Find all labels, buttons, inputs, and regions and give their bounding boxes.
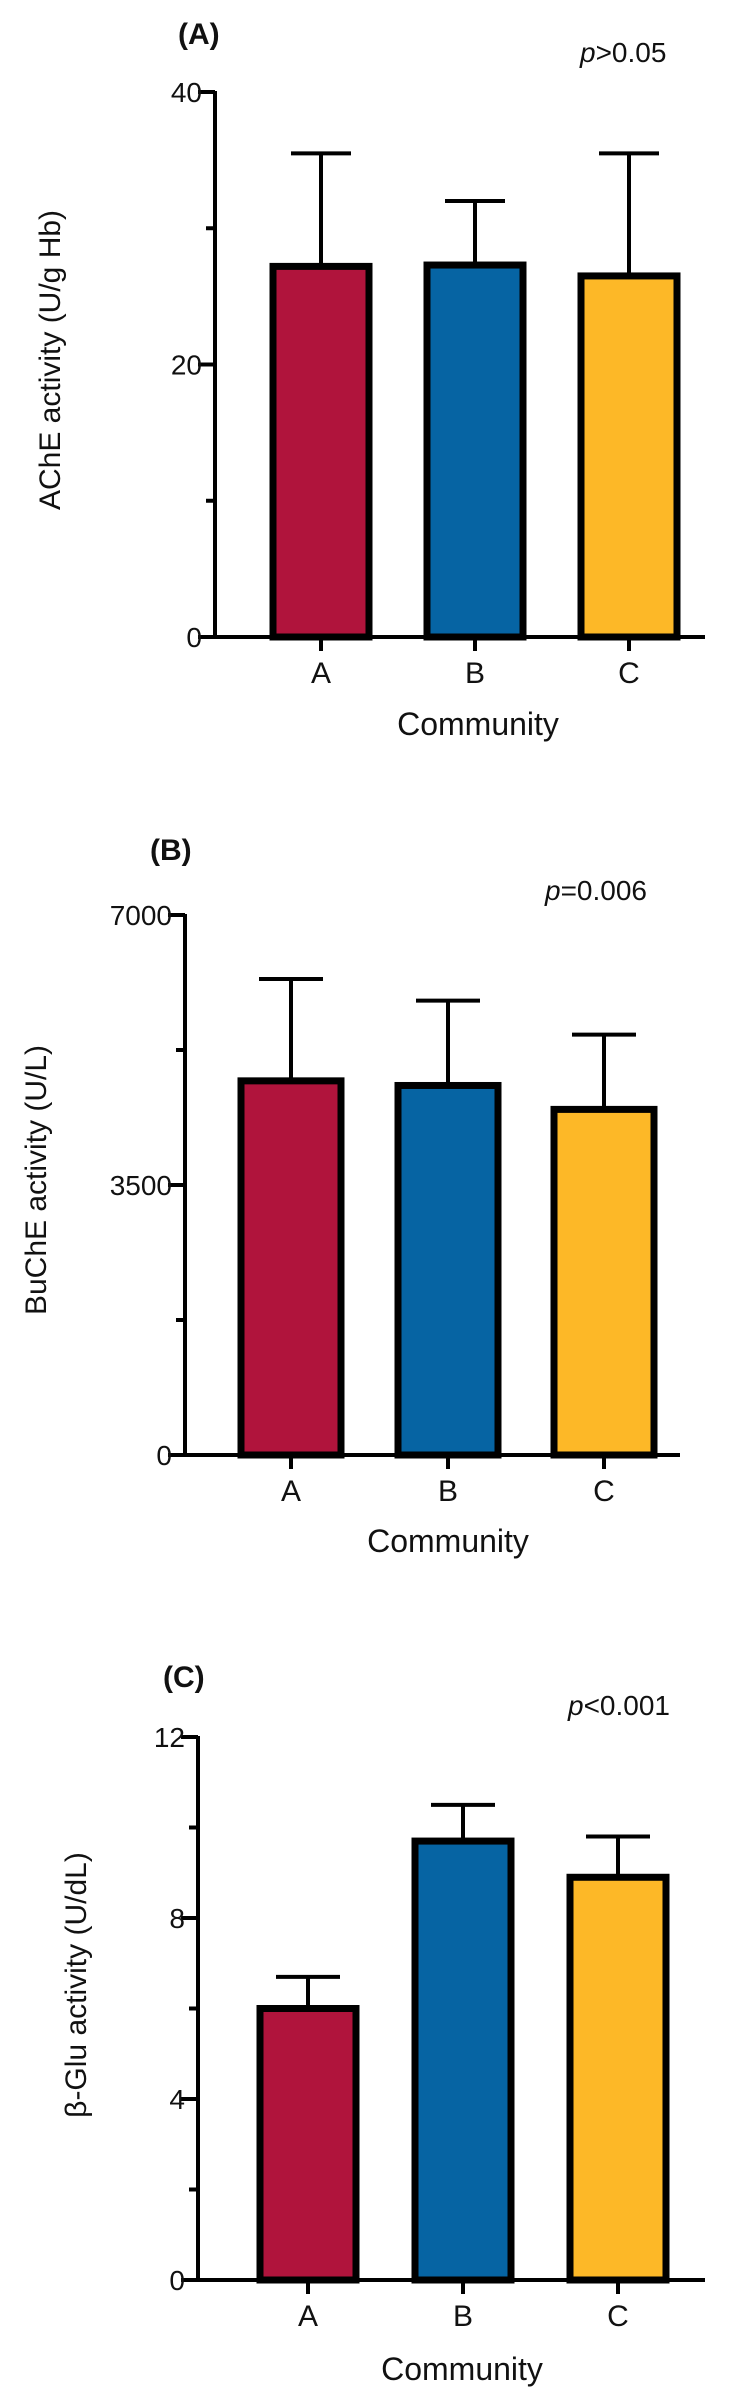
y-tick-label: 7000	[110, 900, 172, 931]
plot-area: 0 4 8 12 A B C	[154, 1722, 705, 2333]
plot-area: 0 20 40 A B C	[171, 77, 705, 690]
y-axis-label: β-Glu activity (U/dL)	[60, 1852, 93, 2118]
x-tick-label: C	[607, 2300, 629, 2333]
chart-panel-b: (B) p=0.006 BuChE activity (U/L) Communi…	[20, 834, 680, 1559]
p-value-annotation: p=0.006	[544, 875, 647, 906]
chart-panel-c: (C) p<0.001 β-Glu activity (U/dL) Commun…	[60, 1661, 705, 2387]
panel-label: (B)	[150, 834, 192, 867]
y-tick-label: 4	[169, 2084, 185, 2115]
bar-c	[550, 1105, 658, 1459]
y-tick-label: 0	[169, 2265, 185, 2296]
y-tick-label: 20	[171, 350, 202, 381]
bar-c	[577, 272, 681, 641]
x-tick-label: B	[465, 657, 485, 690]
x-axis-label: Community	[367, 1523, 529, 1559]
y-tick-label: 0	[156, 1440, 172, 1471]
p-value-annotation: p<0.001	[567, 1690, 670, 1721]
y-tick-label: 0	[186, 622, 202, 653]
y-tick-label: 3500	[110, 1170, 172, 1201]
p-value-prefix: p	[544, 875, 561, 906]
p-value-text: <0.001	[584, 1690, 670, 1721]
x-tick-label: C	[593, 1475, 615, 1508]
bar-a	[256, 2005, 360, 2284]
bar-b	[394, 1081, 502, 1459]
panel-label: (A)	[178, 18, 220, 51]
y-axis-label: AChE activity (U/g Hb)	[34, 210, 67, 510]
bar-b	[423, 261, 527, 641]
p-value-annotation: p>0.05	[579, 37, 666, 68]
panel-label: (C)	[163, 1661, 205, 1694]
y-axis-label: BuChE activity (U/L)	[20, 1045, 53, 1315]
x-tick-label: B	[438, 1475, 458, 1508]
x-axis-label: Community	[381, 2351, 543, 2387]
bar-b	[411, 1837, 515, 2284]
p-value-text: =0.006	[561, 875, 647, 906]
x-tick-label: C	[618, 657, 640, 690]
x-axis-label: Community	[397, 706, 559, 742]
y-tick-label: 12	[154, 1722, 185, 1753]
bar-a	[269, 262, 373, 641]
bar-a	[237, 1077, 345, 1459]
x-tick-label: B	[453, 2300, 473, 2333]
p-value-text: >0.05	[596, 37, 667, 68]
p-value-prefix: p	[567, 1690, 584, 1721]
bar-c	[566, 1873, 670, 2284]
x-tick-label: A	[298, 2300, 318, 2333]
y-tick-label: 8	[169, 1903, 185, 1934]
y-tick-label: 40	[171, 77, 202, 108]
plot-area: 0 3500 7000 A B C	[110, 900, 680, 1508]
p-value-prefix: p	[579, 37, 596, 68]
x-tick-label: A	[281, 1475, 301, 1508]
x-tick-label: A	[311, 657, 331, 690]
chart-panel-a: (A) p>0.05 AChE activity (U/g Hb) Commun…	[34, 18, 705, 742]
